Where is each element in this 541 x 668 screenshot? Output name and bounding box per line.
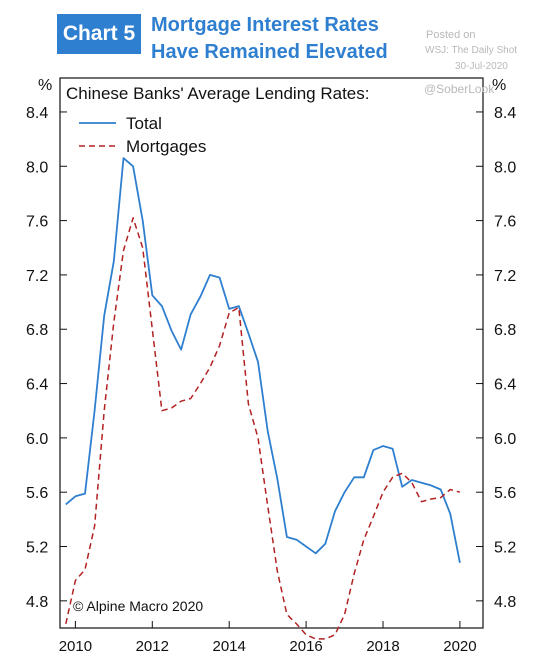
y-axis-unit-left: % (38, 77, 52, 94)
chart-number-badge: Chart 5 (57, 14, 141, 54)
y-tick-label-right: 7.2 (494, 268, 516, 285)
headline-line-1: Mortgage Interest Rates (151, 14, 379, 36)
y-tick-label-left: 4.8 (26, 594, 48, 611)
series-line-total (65, 157, 461, 563)
y-tick-label-right: 8.4 (494, 105, 516, 122)
source-date: 30-Jul-2020 (455, 61, 508, 72)
y-tick-label-right: 7.6 (494, 214, 516, 231)
y-tick-label-right: 5.2 (494, 540, 516, 557)
y-tick-label-right: 8.0 (494, 159, 516, 176)
legend-label-mortgages: Mortgages (126, 137, 206, 156)
y-tick-label-left: 5.2 (26, 540, 48, 557)
chart-title: Chinese Banks' Average Lending Rates: (66, 84, 369, 103)
x-tick-label: 2010 (59, 638, 92, 655)
y-tick-label-left: 7.2 (26, 268, 48, 285)
y-tick-label-left: 5.6 (26, 485, 48, 502)
source-handle: @SoberLook (424, 82, 495, 96)
y-tick-label-left: 6.8 (26, 322, 48, 339)
copyright-annotation: © Alpine Macro 2020 (73, 598, 203, 614)
y-axis: 4.8 4.8 5.2 5.2 5.6 5.6 6.0 6.0 6.4 6.4 6.8 6.8 7.2 7… (26, 105, 516, 611)
x-tick-label: 2014 (213, 638, 246, 655)
headline-line-2: Have Remained Elevated (151, 41, 388, 63)
y-tick-label-right: 4.8 (494, 594, 516, 611)
y-tick-label-left: 6.4 (26, 377, 48, 394)
source-outlet: WSJ: The Daily Shot (425, 45, 518, 56)
source-posted-label: Posted on (426, 29, 476, 41)
y-tick-label-left: 8.4 (26, 105, 48, 122)
x-tick-label: 2016 (289, 638, 322, 655)
y-tick-label-left: 8.0 (26, 159, 48, 176)
y-tick-label-right: 6.4 (494, 377, 516, 394)
series-line-mortgages (65, 217, 461, 640)
legend-label-total: Total (126, 114, 162, 133)
y-tick-label-right: 5.6 (494, 485, 516, 502)
x-axis: 2010 2012 2014 2016 2018 2020 (59, 621, 477, 655)
x-tick-label: 2020 (443, 638, 476, 655)
y-axis-unit-right: % (492, 77, 506, 94)
y-tick-label-left: 6.0 (26, 431, 48, 448)
y-tick-label-right: 6.0 (494, 431, 516, 448)
x-tick-label: 2018 (366, 638, 399, 655)
x-tick-label: 2012 (136, 638, 169, 655)
y-tick-label-right: 6.8 (494, 322, 516, 339)
plot-frame (59, 77, 484, 629)
series-layer (65, 157, 461, 640)
y-tick-label-left: 7.6 (26, 214, 48, 231)
legend: Total Mortgages (79, 114, 206, 156)
